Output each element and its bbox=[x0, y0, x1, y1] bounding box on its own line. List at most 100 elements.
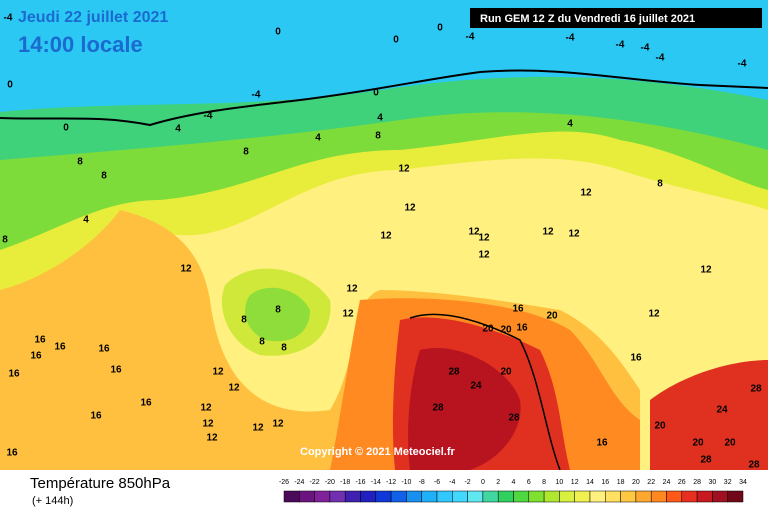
scale-cell bbox=[406, 490, 422, 503]
footer-subtitle: (+ 144h) bbox=[32, 495, 73, 507]
scale-label: -10 bbox=[401, 479, 411, 486]
date: Jeudi 22 juillet 2021 bbox=[18, 9, 168, 26]
scale-label: 12 bbox=[571, 479, 579, 486]
scale-label: 4 bbox=[512, 479, 516, 486]
contour-label: 12 bbox=[404, 203, 416, 214]
contour-label: 8 bbox=[259, 337, 265, 348]
contour-label: 8 bbox=[275, 305, 281, 316]
contour-label: 0 bbox=[437, 23, 443, 34]
copyright: Copyright © 2021 Meteociel.fr bbox=[300, 446, 456, 458]
contour-label: 20 bbox=[500, 325, 512, 336]
scale-label: 30 bbox=[709, 479, 717, 486]
scale-cell bbox=[543, 490, 560, 503]
scale-label: 8 bbox=[542, 479, 546, 486]
contour-label: 0 bbox=[393, 35, 399, 46]
scale-label: -22 bbox=[310, 479, 320, 486]
scale-cell bbox=[467, 490, 484, 503]
scale-cell bbox=[482, 490, 499, 503]
contour-label: 12 bbox=[206, 433, 218, 444]
contour-label: 12 bbox=[398, 164, 410, 175]
contour-label: 12 bbox=[468, 227, 480, 238]
scale-label: -6 bbox=[434, 479, 440, 486]
contour-label: 8 bbox=[77, 157, 83, 168]
scale-cell bbox=[360, 490, 377, 503]
contour-label: 0 bbox=[7, 80, 13, 91]
contour-label: 4 bbox=[315, 133, 321, 144]
contour-label: 4 bbox=[83, 215, 89, 226]
scale-cell bbox=[436, 490, 453, 503]
scale-label: -2 bbox=[464, 479, 470, 486]
contour-label: 20 bbox=[692, 438, 704, 449]
scale-label: -14 bbox=[371, 479, 381, 486]
contour-label: 16 bbox=[34, 335, 46, 346]
contour-label: -4 bbox=[204, 111, 213, 122]
contour-label: 12 bbox=[200, 403, 212, 414]
contour-label: 12 bbox=[180, 264, 192, 275]
scale-label: -26 bbox=[279, 479, 289, 486]
contour-label: 8 bbox=[243, 147, 249, 158]
contour-label: 16 bbox=[512, 304, 524, 315]
scale-cell bbox=[497, 490, 514, 503]
scale-cell bbox=[635, 490, 652, 503]
contour-label: 8 bbox=[281, 343, 287, 354]
scale-label: 28 bbox=[693, 479, 701, 486]
contour-label: -4 bbox=[566, 33, 575, 44]
scale-cell bbox=[513, 490, 530, 503]
scale-label: -8 bbox=[419, 479, 425, 486]
contour-label: 12 bbox=[648, 309, 660, 320]
contour-label: 20 bbox=[724, 438, 736, 449]
contour-label: 16 bbox=[596, 438, 608, 449]
scale-label: 16 bbox=[601, 479, 609, 486]
contour-label: 4 bbox=[567, 119, 573, 130]
contour-label: 12 bbox=[272, 419, 284, 430]
scale-cell bbox=[299, 490, 315, 503]
contour-label: 12 bbox=[568, 229, 580, 240]
contour-label: 12 bbox=[202, 419, 214, 430]
scale-label: 2 bbox=[496, 479, 500, 486]
scale-label: -4 bbox=[449, 479, 455, 486]
contour-label: 20 bbox=[500, 367, 512, 378]
scale-cell bbox=[620, 490, 637, 503]
contour-label: 12 bbox=[380, 231, 392, 242]
scale-cell bbox=[528, 490, 545, 503]
contour-label: 4 bbox=[377, 113, 383, 124]
scale-label: 22 bbox=[647, 479, 655, 486]
scale-label: 34 bbox=[739, 479, 747, 486]
scale-label: -18 bbox=[340, 479, 350, 486]
contour-label: 4 bbox=[175, 124, 181, 135]
scale-cell bbox=[589, 490, 606, 503]
scale-cell bbox=[452, 490, 468, 503]
cool-core bbox=[245, 287, 310, 342]
contour-label: 16 bbox=[516, 323, 528, 334]
scale-label: 6 bbox=[527, 479, 531, 486]
scale-cell bbox=[666, 490, 683, 503]
contour-label: 28 bbox=[448, 367, 460, 378]
contour-label: 12 bbox=[228, 383, 240, 394]
contour-label: 8 bbox=[101, 171, 107, 182]
contour-label: 16 bbox=[140, 398, 152, 409]
scale-cell bbox=[681, 490, 698, 503]
contour-label: 12 bbox=[478, 233, 490, 244]
contour-label: 8 bbox=[375, 131, 381, 142]
contour-label: 28 bbox=[508, 413, 520, 424]
scale-cell bbox=[605, 490, 621, 503]
isotherm-28 bbox=[409, 313, 561, 471]
contour-label: 12 bbox=[542, 227, 554, 238]
contour-label: 12 bbox=[212, 367, 224, 378]
footer-title: Température 850hPa bbox=[30, 475, 171, 492]
scale-cell bbox=[696, 490, 713, 503]
scale-label: 18 bbox=[617, 479, 625, 486]
contour-label: 16 bbox=[98, 344, 110, 355]
zone-east-hot bbox=[650, 360, 768, 470]
contour-label: 20 bbox=[482, 324, 494, 335]
scale-label: 20 bbox=[632, 479, 640, 486]
run-box bbox=[470, 8, 762, 28]
scale-cell bbox=[314, 490, 331, 503]
contour-label: 16 bbox=[54, 342, 66, 353]
contour-label: 16 bbox=[6, 448, 18, 459]
contour-label: -4 bbox=[738, 59, 747, 70]
contour-label: 16 bbox=[110, 365, 122, 376]
scale-label: 14 bbox=[586, 479, 594, 486]
